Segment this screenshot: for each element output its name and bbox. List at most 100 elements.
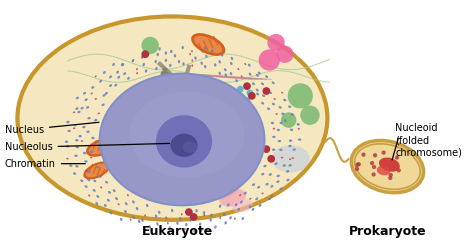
Ellipse shape xyxy=(272,148,275,151)
Ellipse shape xyxy=(145,69,147,73)
Ellipse shape xyxy=(124,210,127,213)
Ellipse shape xyxy=(74,155,78,157)
Ellipse shape xyxy=(155,214,157,218)
Text: Eukaryote: Eukaryote xyxy=(142,225,213,238)
Ellipse shape xyxy=(138,220,140,223)
Ellipse shape xyxy=(87,171,90,173)
Ellipse shape xyxy=(178,60,180,63)
Ellipse shape xyxy=(165,216,167,220)
Ellipse shape xyxy=(148,225,151,228)
Ellipse shape xyxy=(191,33,225,56)
Ellipse shape xyxy=(97,166,100,169)
Ellipse shape xyxy=(83,152,86,154)
Ellipse shape xyxy=(225,73,227,76)
Ellipse shape xyxy=(210,214,213,217)
Ellipse shape xyxy=(129,92,245,177)
Ellipse shape xyxy=(76,97,79,99)
Ellipse shape xyxy=(118,76,120,79)
Ellipse shape xyxy=(121,63,124,66)
Ellipse shape xyxy=(275,113,278,115)
Ellipse shape xyxy=(259,204,262,207)
Ellipse shape xyxy=(258,72,261,74)
Ellipse shape xyxy=(272,82,275,84)
Circle shape xyxy=(218,86,224,92)
Ellipse shape xyxy=(237,208,240,211)
Circle shape xyxy=(397,168,401,172)
Ellipse shape xyxy=(167,222,169,224)
Ellipse shape xyxy=(279,106,282,109)
Ellipse shape xyxy=(107,199,110,202)
Ellipse shape xyxy=(105,92,108,95)
Ellipse shape xyxy=(294,28,326,59)
Ellipse shape xyxy=(283,119,287,122)
Text: Chromatin: Chromatin xyxy=(5,159,85,169)
Ellipse shape xyxy=(219,217,221,219)
Ellipse shape xyxy=(66,158,69,159)
Ellipse shape xyxy=(91,86,94,89)
Ellipse shape xyxy=(219,60,221,63)
Ellipse shape xyxy=(268,197,271,200)
Ellipse shape xyxy=(127,194,129,196)
Ellipse shape xyxy=(229,72,232,75)
Ellipse shape xyxy=(129,219,131,221)
Ellipse shape xyxy=(267,108,270,110)
Circle shape xyxy=(222,105,229,112)
Circle shape xyxy=(190,213,198,221)
Ellipse shape xyxy=(86,138,118,157)
Ellipse shape xyxy=(116,71,119,74)
Ellipse shape xyxy=(90,157,92,159)
Ellipse shape xyxy=(120,218,122,221)
Circle shape xyxy=(141,50,149,58)
Ellipse shape xyxy=(191,64,193,67)
Ellipse shape xyxy=(257,186,260,189)
Ellipse shape xyxy=(123,72,126,75)
Ellipse shape xyxy=(125,202,128,205)
Ellipse shape xyxy=(142,56,144,58)
Ellipse shape xyxy=(271,145,310,172)
Circle shape xyxy=(215,94,221,101)
Ellipse shape xyxy=(377,166,390,175)
Ellipse shape xyxy=(83,92,86,95)
Ellipse shape xyxy=(171,209,173,212)
Circle shape xyxy=(248,92,255,100)
Ellipse shape xyxy=(109,211,112,214)
Circle shape xyxy=(372,165,376,169)
Ellipse shape xyxy=(281,157,283,159)
Circle shape xyxy=(356,162,361,166)
Text: Nucleoid
(folded
chromosome): Nucleoid (folded chromosome) xyxy=(395,123,462,158)
Ellipse shape xyxy=(181,213,182,216)
Circle shape xyxy=(263,145,270,153)
Ellipse shape xyxy=(158,47,161,50)
Circle shape xyxy=(243,82,251,90)
Ellipse shape xyxy=(118,203,119,205)
Ellipse shape xyxy=(73,127,75,129)
Circle shape xyxy=(234,94,241,101)
Ellipse shape xyxy=(94,119,97,121)
Ellipse shape xyxy=(93,180,96,182)
Ellipse shape xyxy=(83,161,110,179)
Ellipse shape xyxy=(252,82,255,85)
Ellipse shape xyxy=(252,183,255,186)
Ellipse shape xyxy=(291,113,294,116)
Ellipse shape xyxy=(261,173,264,175)
Ellipse shape xyxy=(286,170,289,173)
Ellipse shape xyxy=(271,122,274,124)
Ellipse shape xyxy=(269,173,272,176)
Ellipse shape xyxy=(288,145,292,147)
Ellipse shape xyxy=(182,46,184,49)
Ellipse shape xyxy=(194,36,222,53)
Ellipse shape xyxy=(66,121,70,123)
Ellipse shape xyxy=(95,75,97,77)
Ellipse shape xyxy=(182,62,185,66)
Ellipse shape xyxy=(219,205,221,208)
Ellipse shape xyxy=(67,130,71,132)
Ellipse shape xyxy=(84,98,88,101)
Ellipse shape xyxy=(292,157,294,159)
Circle shape xyxy=(229,102,236,109)
Ellipse shape xyxy=(279,149,283,151)
Ellipse shape xyxy=(109,84,112,87)
Ellipse shape xyxy=(191,50,193,52)
Ellipse shape xyxy=(271,195,273,197)
Ellipse shape xyxy=(289,139,292,142)
Ellipse shape xyxy=(289,158,292,160)
